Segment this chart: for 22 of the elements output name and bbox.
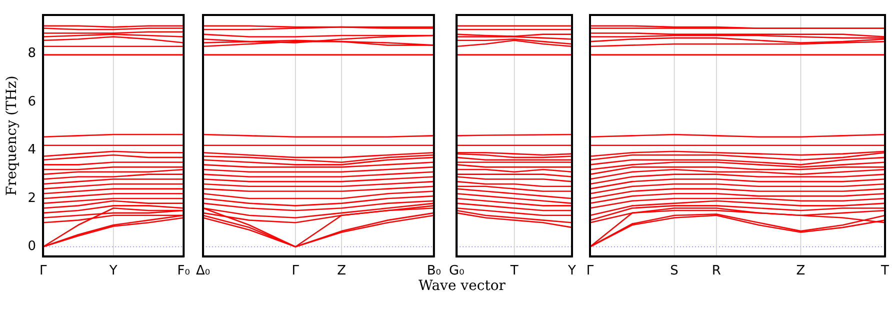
y-tick-label: 6 xyxy=(28,94,36,110)
x-tick-label: T xyxy=(509,264,518,279)
x-tick-label: Γ xyxy=(586,264,594,279)
y-tick-label: 0 xyxy=(28,239,36,254)
x-tick-label: R xyxy=(712,264,721,279)
x-tick-label: Z xyxy=(337,264,346,279)
y-axis-title: Frequency (THz) xyxy=(4,76,20,196)
x-tick-label: Z xyxy=(796,264,806,279)
x-tick-label: F₀ xyxy=(177,264,190,279)
x-tick-label: Y xyxy=(108,264,118,279)
x-tick-label: G₀ xyxy=(448,264,464,279)
y-tick-label: 8 xyxy=(28,46,36,61)
x-tick-label: Γ xyxy=(39,264,48,279)
x-tick-label: Δ₀ xyxy=(196,264,210,279)
x-axis-title: Wave vector xyxy=(418,278,506,294)
x-tick-label: Y xyxy=(567,264,576,279)
x-tick-label: B₀ xyxy=(426,264,442,279)
y-tick-label: 4 xyxy=(28,142,36,158)
x-tick-label: S xyxy=(670,264,678,279)
y-tick-label: 2 xyxy=(28,190,36,206)
x-tick-label: T xyxy=(880,264,890,279)
x-tick-label: Γ xyxy=(292,264,300,279)
